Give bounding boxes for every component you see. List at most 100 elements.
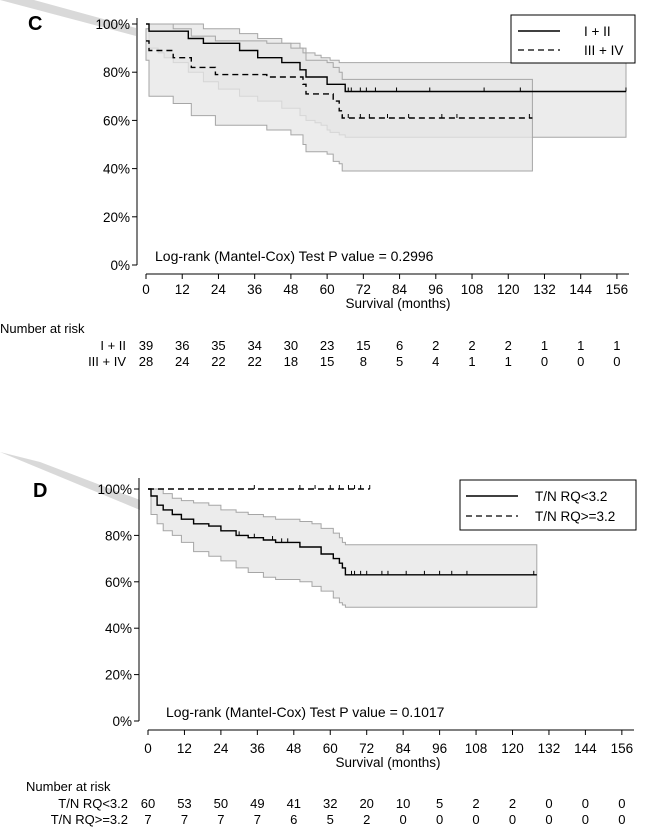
panel-d-risk-row-2-value: 7 — [144, 812, 151, 827]
panel-d-risk-row-1-value: 0 — [582, 796, 589, 811]
panel-c-series-1-line — [146, 23, 626, 93]
panel-d-risk-row-1-value: 0 — [545, 796, 552, 811]
panel-c: C 0%20%40%60%80%100%0 12 24 36 48 60 72 84 96 108… — [0, 0, 636, 369]
panel-c-x-tick-label: 36 — [247, 282, 262, 297]
panel-d-risk-row-1-value: 20 — [359, 796, 373, 811]
panel-c-x-tick-label: 12 — [175, 282, 190, 297]
panel-c-risk-row-1-value: 1 — [577, 338, 584, 353]
panel-d-x-tick-label: 156 — [611, 741, 634, 756]
panel-c-y-tick-label: 40% — [103, 162, 130, 177]
panel-c-wedge — [0, 0, 136, 36]
panel-c-x-tick-label: 96 — [428, 282, 443, 297]
panel-c-risk-row-2-value: 15 — [320, 354, 334, 369]
panel-d-risk-row-1-value: 0 — [618, 796, 625, 811]
panel-c-risk-table-title: Number at risk — [0, 321, 85, 336]
panel-d-risk-row-2-value: 7 — [181, 812, 188, 827]
panel-c-axes: 0% 20% 40% 60% 80% 100% 0 12 24 36 48 60 72 84 96 108 12… — [95, 17, 629, 297]
panel-d-survival-curves — [148, 485, 537, 576]
panel-c-x-tick-label: 84 — [392, 282, 408, 297]
panel-c-risk-row-2-value: 28 — [139, 354, 153, 369]
panel-d-risk-table: Number at risk T/N RQ<3.2 T/N RQ>=3.2 60… — [26, 779, 625, 827]
panel-d-legend-box — [459, 479, 637, 531]
panel-d-risk-row-2-value: 0 — [436, 812, 443, 827]
panel-d-label: D — [33, 480, 47, 502]
panel-c-risk-row-2-value: 1 — [468, 354, 475, 369]
panel-d-risk-row-1-value: 41 — [287, 796, 301, 811]
panel-c-legend-box — [510, 14, 636, 64]
panel-d-risk-row-2-value: 0 — [509, 812, 516, 827]
panel-d-risk-row-2-value: 0 — [400, 812, 407, 827]
panel-c-risk-table: Number at risk I + II III + IV 39 36 35 34 3… — [0, 321, 621, 369]
panel-d-x-tick-label: 0 — [144, 741, 152, 756]
panel-c-risk-row-2-value: 0 — [541, 354, 548, 369]
panel-d-risk-row-1-value: 32 — [323, 796, 337, 811]
panel-d-y-tick-label: 80% — [105, 528, 132, 543]
panel-d-risk-row-1-value: 5 — [436, 796, 443, 811]
panel-d-risk-row-label-1: T/N RQ<3.2 — [58, 796, 128, 811]
panel-c-x-tick-label: 72 — [356, 282, 371, 297]
panel-c-legend: I + II III + IV — [510, 14, 636, 64]
panel-d-wedge — [0, 452, 140, 510]
panel-c-risk-row-label-2: III + IV — [88, 354, 126, 369]
panel-c-x-tick-label: 144 — [569, 282, 592, 297]
panel-d-legend-label-2: T/N RQ>=3.2 — [535, 509, 615, 524]
panel-c-risk-row-1-value: 35 — [211, 338, 225, 353]
panel-d-y-tick-label: 100% — [97, 482, 132, 497]
panel-d-risk-values: 60 53 50 49 41 32 20 10 5 2 2 0 0 07 7 7 7 6 5 2 0 0 0 0 0 0 0 — [141, 796, 626, 827]
panel-d-series-1-line — [148, 488, 537, 576]
panel-d-risk-row-2-value: 0 — [545, 812, 552, 827]
panel-d-risk-row-2-value: 6 — [290, 812, 297, 827]
panel-d-risk-row-1-value: 60 — [141, 796, 155, 811]
panel-d-risk-row-1-value: 53 — [177, 796, 191, 811]
panel-d-x-axis-label: Survival (months) — [335, 755, 440, 770]
panel-c-x-tick-label: 48 — [283, 282, 298, 297]
panel-c-risk-row-1-value: 2 — [432, 338, 439, 353]
panel-d-legend-label-1: T/N RQ<3.2 — [535, 489, 607, 504]
panel-d-risk-row-1-value: 50 — [214, 796, 228, 811]
panel-c-risk-row-2-value: 18 — [284, 354, 298, 369]
panel-c-series-2-line — [146, 40, 533, 119]
panel-c-risk-row-2-value: 22 — [211, 354, 225, 369]
panel-d-x-tick-label: 144 — [574, 741, 597, 756]
panel-d-x-tick-label: 36 — [250, 741, 265, 756]
panel-c-risk-row-label-1: I + II — [100, 338, 126, 353]
panel-c-y-tick-label: 80% — [103, 65, 130, 80]
panel-d-y-tick-label: 0% — [112, 714, 132, 729]
panel-d-risk-row-2-value: 0 — [472, 812, 479, 827]
panel-d-x-tick-label: 12 — [177, 741, 192, 756]
panel-c-x-tick-label: 120 — [497, 282, 520, 297]
panel-d-risk-row-2-value: 2 — [363, 812, 370, 827]
panel-d-x-tick-label: 132 — [538, 741, 561, 756]
panel-d-risk-row-1-value: 49 — [250, 796, 264, 811]
panel-c-survival-curves — [146, 23, 627, 119]
panel-c-risk-row-2-value: 8 — [360, 354, 367, 369]
panel-d-y-tick-label: 20% — [105, 668, 132, 683]
panel-d-x-tick-label: 60 — [323, 741, 338, 756]
panel-c-risk-row-2-value: 24 — [175, 354, 189, 369]
panel-d-axes: 0% 20% 40% 60% 80% 100% 0 12 24 36 48 60 72 84 96 108 12… — [97, 478, 634, 756]
panel-c-risk-row-2-value: 0 — [613, 354, 620, 369]
panel-c-legend-label-1: I + II — [584, 24, 611, 39]
panel-c-risk-row-2-value: 0 — [577, 354, 584, 369]
panel-d-x-tick-label: 96 — [432, 741, 447, 756]
panel-d: D 0%20%40%60%80%100%0 12 24 36 48 60 72 84 96 108… — [0, 452, 637, 827]
panel-c-confidence-bands — [145, 23, 627, 172]
panel-d-confidence-bands — [148, 488, 538, 608]
panel-c-label: C — [28, 13, 42, 35]
panel-d-risk-row-2-value: 7 — [217, 812, 224, 827]
panel-c-risk-row-1-value: 2 — [468, 338, 475, 353]
panel-d-x-tick-label: 108 — [465, 741, 488, 756]
panel-c-ci-band-2 — [145, 23, 533, 172]
panel-c-x-tick-label: 108 — [461, 282, 484, 297]
panel-c-x-axis-label: Survival (months) — [345, 296, 450, 311]
panel-c-x-tick-label: 24 — [211, 282, 227, 297]
panel-d-risk-row-label-2: T/N RQ>=3.2 — [51, 812, 128, 827]
panel-d-risk-row-2-value: 0 — [582, 812, 589, 827]
panel-d-risk-row-1-value: 2 — [472, 796, 479, 811]
panel-c-y-tick-label: 20% — [103, 210, 130, 225]
panel-c-x-tick-label: 156 — [606, 282, 629, 297]
panel-d-risk-row-2-value: 0 — [618, 812, 625, 827]
panel-d-y-tick-label: 60% — [105, 575, 132, 590]
panel-c-risk-row-2-value: 5 — [396, 354, 403, 369]
